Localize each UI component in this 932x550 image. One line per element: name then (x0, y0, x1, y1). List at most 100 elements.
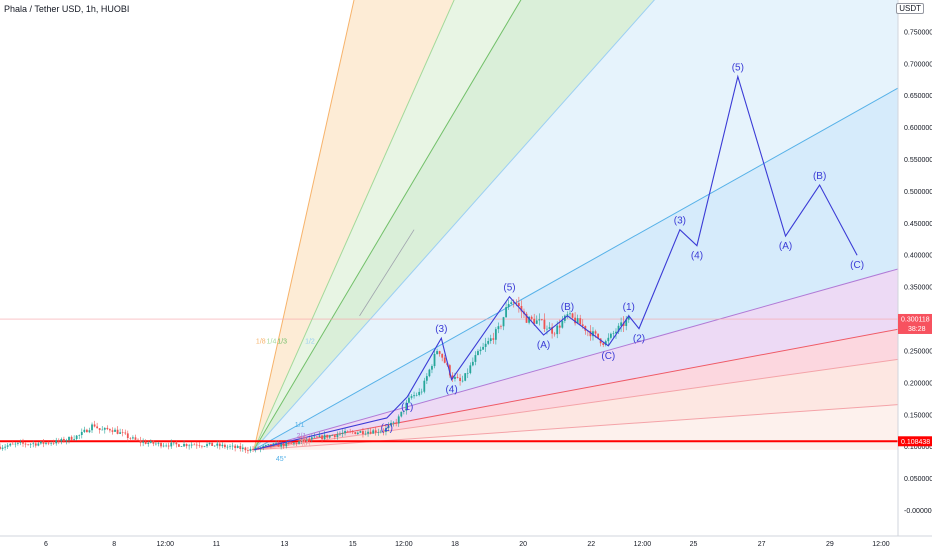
candle-body (489, 338, 492, 342)
candle-body (300, 439, 303, 442)
candle-body (538, 319, 541, 321)
y-tick-label: 0.350000 (904, 285, 932, 292)
gann-fan-rays (253, 0, 898, 451)
candle-body (93, 424, 96, 427)
candle-body (280, 443, 283, 447)
candle-body (267, 444, 270, 446)
candle-body (451, 375, 454, 379)
y-tick-label: 0.100000 (904, 444, 932, 451)
candle-body (379, 431, 382, 433)
candle-body (553, 333, 556, 335)
gann-fan-label: 8/1 (302, 442, 312, 449)
candle-body (39, 441, 42, 444)
candle-body (129, 437, 132, 439)
candle-body (382, 431, 385, 433)
candle-body (617, 325, 620, 332)
candle-body (609, 333, 612, 338)
gann-fan-label: 1/1 (295, 422, 305, 429)
candle-body (364, 433, 367, 435)
candle-body (165, 445, 168, 447)
candle-body (540, 319, 543, 320)
candlesticks (0, 229, 630, 454)
candle-body (119, 432, 122, 434)
gann-fan-ray (253, 0, 355, 450)
candle-body (310, 437, 313, 440)
candle-body (244, 447, 247, 451)
candle-body (551, 327, 553, 334)
candle-body (318, 435, 321, 438)
candle-body (137, 439, 139, 441)
candle-body (157, 442, 160, 444)
candle-body (252, 448, 254, 451)
candle-body (282, 443, 285, 447)
candle-body (226, 446, 229, 448)
wave-label: (3) (674, 216, 686, 227)
candle-body (52, 443, 55, 444)
candle-body (351, 431, 354, 433)
trend-guide-line (359, 229, 415, 317)
candle-body (103, 427, 106, 430)
candle-body (198, 445, 201, 446)
currency-button[interactable]: USDT (896, 3, 924, 14)
wave-label: (2) (633, 334, 645, 345)
candle-body (612, 333, 615, 334)
gann-fan-band (253, 0, 898, 450)
candle-body (356, 432, 359, 435)
candle-body (42, 441, 45, 444)
candle-body (170, 442, 173, 447)
candle-body (180, 446, 183, 447)
candle-body (566, 314, 569, 316)
candle-body (515, 303, 518, 304)
y-tick-label: 0.050000 (904, 476, 932, 483)
candle-body (413, 395, 415, 397)
candle-body (34, 443, 37, 446)
candle-body (454, 376, 456, 379)
candle-body (497, 326, 500, 330)
candle-body (29, 444, 32, 445)
candle-body (203, 446, 206, 447)
candle-body (336, 434, 339, 437)
candle-body (155, 443, 157, 445)
candle-body (479, 349, 482, 352)
candle-body (86, 429, 88, 433)
y-tick-label: 0.450000 (904, 221, 932, 228)
candle-body (264, 445, 267, 446)
candle-body (275, 443, 277, 444)
candle-body (423, 380, 426, 392)
gann-fan-ray (253, 0, 455, 451)
candle-body (323, 434, 326, 440)
x-tick-label: 8 (112, 541, 116, 548)
price-tag-countdown: 38:28 (908, 326, 926, 333)
x-tick-label: 29 (826, 541, 834, 548)
gann-fan-ray (253, 87, 898, 451)
wave-label: (B) (813, 171, 826, 182)
candle-body (589, 330, 592, 337)
candle-body (216, 443, 219, 446)
candle-body (461, 380, 464, 382)
candle-body (438, 351, 441, 354)
x-tick-label: 15 (349, 541, 357, 548)
candle-body (134, 437, 137, 440)
x-tick-label: 18 (451, 541, 459, 548)
candle-body (303, 439, 306, 441)
candle-body (581, 324, 584, 326)
candle-body (185, 444, 188, 447)
x-tick-label: 12:00 (157, 541, 175, 548)
wave-path (253, 74, 858, 451)
gann-fan-fills (253, 0, 898, 450)
y-tick-label: 0.400000 (904, 253, 932, 260)
candle-body (333, 435, 336, 437)
elliott-wave (253, 74, 858, 451)
candle-body (6, 445, 9, 447)
candle-body (469, 365, 472, 373)
candle-body (22, 442, 24, 444)
y-tick-label: 0.150000 (904, 412, 932, 419)
candle-body (11, 443, 14, 445)
candle-body (208, 442, 211, 445)
candle-body (313, 436, 316, 438)
candle-body (224, 444, 226, 448)
candle-body (206, 444, 208, 447)
candle-body (571, 313, 574, 318)
candle-body (431, 366, 433, 370)
